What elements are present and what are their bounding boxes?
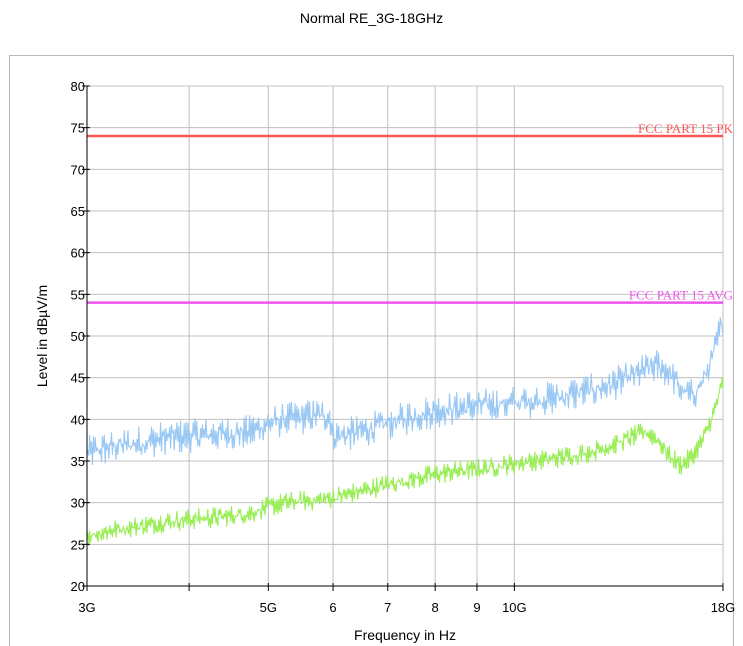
y-tick-label: 25	[71, 537, 85, 552]
y-tick-label: 80	[71, 79, 85, 94]
y-tick-label: 50	[71, 329, 85, 344]
limit-layer: FCC PART 15 PK FCC PART 15 AVG	[87, 121, 734, 304]
grid-layer	[86, 85, 724, 587]
y-tick-label: 70	[71, 162, 85, 177]
y-tick-label: 65	[71, 204, 85, 219]
y-tick-label: 35	[71, 454, 85, 469]
y-tick-label: 55	[71, 287, 85, 302]
y-tick-label: 60	[71, 246, 85, 261]
plot-frame	[9, 55, 734, 646]
limit-line-label: FCC PART 15 PK	[638, 121, 734, 136]
y-tick-label: 40	[71, 412, 85, 427]
y-axis-label: Level in dBµV/m	[34, 285, 50, 387]
x-tick-label: 5G	[260, 600, 277, 615]
y-tick-label: 20	[71, 579, 85, 594]
x-tick-label: 18G	[711, 600, 736, 615]
x-tick-label: 3G	[78, 600, 95, 615]
y-tick-label: 45	[71, 371, 85, 386]
x-tick-label: 10G	[502, 600, 527, 615]
series-line	[86, 377, 724, 546]
tick-layer: 20 25 30 35 40 45 50 55 60 65 70 75 80 3G 5G 6 7 8 9 10G 18G	[71, 79, 736, 615]
x-tick-label: 9	[473, 600, 480, 615]
chart-title: Normal RE_3G-18GHz	[299, 10, 444, 26]
series-layer	[86, 317, 724, 546]
x-tick-label: 6	[329, 600, 336, 615]
x-tick-label: 8	[432, 600, 439, 615]
limit-line-label: FCC PART 15 AVG	[629, 288, 733, 303]
y-tick-label: 75	[71, 121, 85, 136]
y-tick-label: 30	[71, 496, 85, 511]
x-tick-label: 7	[384, 600, 391, 615]
x-axis-label: Frequency in Hz	[354, 627, 456, 643]
series-line	[86, 317, 724, 466]
